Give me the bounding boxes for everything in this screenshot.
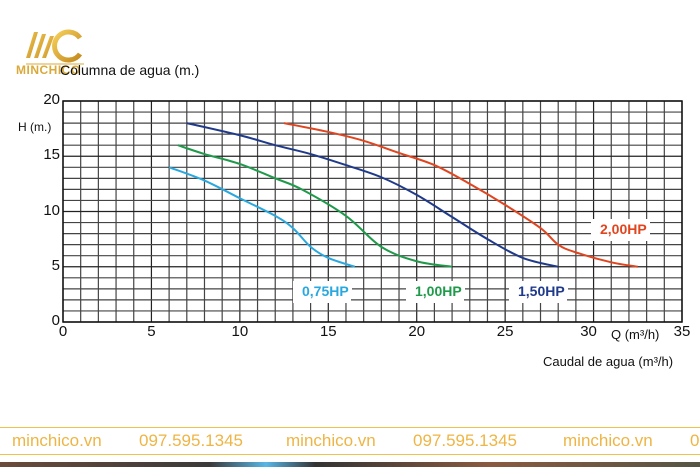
footer-website: minchico.vn xyxy=(286,431,376,450)
plot-frame xyxy=(62,100,683,323)
x-tick-label: 5 xyxy=(147,323,156,340)
y-tick-label: 0 xyxy=(51,312,60,329)
legend-label: 2,00HP xyxy=(597,221,650,237)
x-tick-label: 30 xyxy=(580,323,597,340)
y-tick-label: 5 xyxy=(51,256,60,274)
y-tick-label: 10 xyxy=(43,201,60,219)
bottom-photo-strip xyxy=(0,462,700,467)
x-tick-label: 15 xyxy=(319,323,337,340)
curve-1-00hp xyxy=(177,144,453,268)
footer-phone: 0 xyxy=(690,431,700,450)
y-axis-label: H (m.) xyxy=(18,120,52,134)
logo-text: MINCHICO xyxy=(16,63,81,77)
x-tick-label: 35 xyxy=(673,323,691,340)
footer-contact-banner: minchico.vn 097.595.1345 minchico.vn 097.59… xyxy=(0,427,700,455)
legend-label: 1,50HP xyxy=(515,283,568,299)
curve-2-00hp xyxy=(283,122,638,268)
legend-label: 0,75HP xyxy=(299,283,352,299)
x-tick-label: 25 xyxy=(496,323,514,340)
curve-0-75hp xyxy=(168,166,356,268)
x-tick-label: 10 xyxy=(231,323,249,340)
footer-phone: 097.595.1345 xyxy=(139,431,243,450)
x-tick-label: 0 xyxy=(58,323,68,340)
footer-website: minchico.vn xyxy=(563,431,653,450)
footer-website: minchico.vn xyxy=(12,431,102,450)
x-tick-label: 20 xyxy=(408,323,426,340)
footer-phone: 097.595.1345 xyxy=(413,431,517,450)
x-unit-label: Q (m³/h) xyxy=(611,327,660,342)
minchico-logo-icon xyxy=(26,29,84,65)
chart-title: Columna de agua (m.) xyxy=(60,62,200,78)
curve-1-50hp xyxy=(186,122,559,268)
y-tick-label: 15 xyxy=(43,146,60,164)
legend-label: 1,00HP xyxy=(412,283,465,299)
x-axis-title: Caudal de agua (m³/h) xyxy=(543,354,674,369)
y-tick-label: 20 xyxy=(43,91,60,108)
